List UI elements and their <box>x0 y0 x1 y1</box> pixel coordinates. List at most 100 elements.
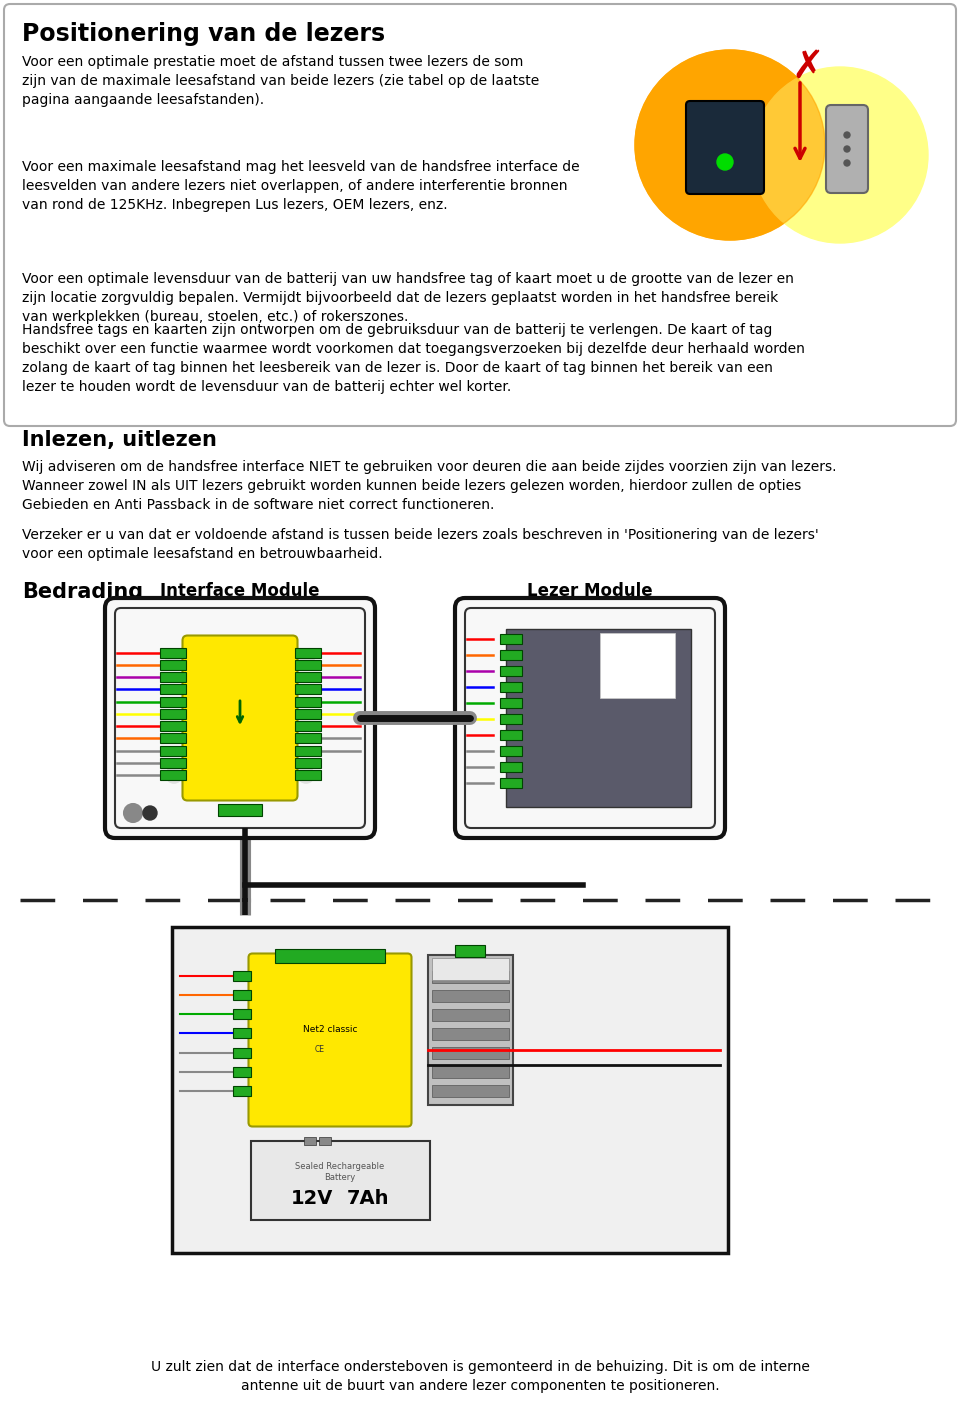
Circle shape <box>844 146 850 152</box>
FancyBboxPatch shape <box>499 666 521 675</box>
Circle shape <box>752 67 928 243</box>
Circle shape <box>648 768 664 783</box>
Circle shape <box>717 155 733 170</box>
Text: Handsfree tags en kaarten zijn ontworpen om de gebruiksduur van de batterij te v: Handsfree tags en kaarten zijn ontworpen… <box>22 324 804 394</box>
FancyBboxPatch shape <box>115 607 365 829</box>
Text: ✗: ✗ <box>792 48 825 87</box>
FancyBboxPatch shape <box>686 101 764 194</box>
Bar <box>431 971 509 983</box>
FancyBboxPatch shape <box>295 734 321 744</box>
Bar <box>319 1137 331 1145</box>
FancyBboxPatch shape <box>455 945 485 956</box>
Bar <box>431 958 509 981</box>
FancyBboxPatch shape <box>295 660 321 670</box>
FancyBboxPatch shape <box>159 745 185 756</box>
Text: Voor een optimale levensduur van de batterij van uw handsfree tag of kaart moet : Voor een optimale levensduur van de batt… <box>22 272 794 324</box>
FancyBboxPatch shape <box>499 714 521 724</box>
FancyBboxPatch shape <box>232 1047 251 1057</box>
FancyBboxPatch shape <box>499 698 521 708</box>
Bar <box>427 955 513 1105</box>
FancyBboxPatch shape <box>159 697 185 707</box>
Bar <box>431 1009 509 1022</box>
FancyBboxPatch shape <box>159 710 185 719</box>
Bar <box>506 629 690 807</box>
FancyBboxPatch shape <box>826 105 868 193</box>
Text: Inlezen, uitlezen: Inlezen, uitlezen <box>22 430 217 450</box>
Bar <box>431 990 509 1002</box>
FancyBboxPatch shape <box>499 746 521 756</box>
FancyBboxPatch shape <box>105 597 375 839</box>
FancyBboxPatch shape <box>182 636 298 800</box>
FancyBboxPatch shape <box>232 971 251 981</box>
Text: Wij adviseren om de handsfree interface NIET te gebruiken voor deuren die aan be: Wij adviseren om de handsfree interface … <box>22 460 836 512</box>
FancyBboxPatch shape <box>275 948 385 962</box>
Bar <box>431 1066 509 1078</box>
FancyBboxPatch shape <box>295 758 321 768</box>
FancyBboxPatch shape <box>499 778 521 788</box>
Bar <box>431 1047 509 1059</box>
FancyBboxPatch shape <box>499 650 521 660</box>
FancyBboxPatch shape <box>499 729 521 739</box>
Circle shape <box>844 160 850 166</box>
FancyBboxPatch shape <box>251 1141 429 1219</box>
FancyBboxPatch shape <box>295 771 321 780</box>
Text: 12V: 12V <box>291 1189 333 1208</box>
Text: Bedrading: Bedrading <box>22 582 143 602</box>
FancyBboxPatch shape <box>232 1086 251 1097</box>
Circle shape <box>298 768 314 783</box>
FancyBboxPatch shape <box>232 1067 251 1077</box>
Text: Voor een optimale prestatie moet de afstand tussen twee lezers de som
zijn van d: Voor een optimale prestatie moet de afst… <box>22 55 540 106</box>
FancyBboxPatch shape <box>218 803 262 816</box>
Text: Lezer Module: Lezer Module <box>527 582 653 600</box>
FancyBboxPatch shape <box>159 721 185 731</box>
Text: Interface Module: Interface Module <box>160 582 320 600</box>
Text: 7Ah: 7Ah <box>347 1189 389 1208</box>
Circle shape <box>166 653 182 668</box>
FancyBboxPatch shape <box>232 990 251 1000</box>
Circle shape <box>298 653 314 668</box>
FancyBboxPatch shape <box>295 697 321 707</box>
FancyBboxPatch shape <box>465 607 715 829</box>
FancyBboxPatch shape <box>159 734 185 744</box>
Bar <box>431 1027 509 1040</box>
FancyBboxPatch shape <box>455 597 725 839</box>
FancyBboxPatch shape <box>295 710 321 719</box>
Circle shape <box>516 653 532 668</box>
Text: Net2 classic: Net2 classic <box>302 1026 357 1034</box>
FancyBboxPatch shape <box>4 4 956 426</box>
FancyBboxPatch shape <box>232 1029 251 1039</box>
FancyBboxPatch shape <box>249 954 412 1127</box>
FancyBboxPatch shape <box>159 771 185 780</box>
Circle shape <box>635 50 825 240</box>
FancyBboxPatch shape <box>159 758 185 768</box>
FancyBboxPatch shape <box>499 634 521 644</box>
FancyBboxPatch shape <box>172 927 728 1253</box>
FancyBboxPatch shape <box>499 762 521 772</box>
Text: Sealed Rechargeable
Battery: Sealed Rechargeable Battery <box>296 1162 385 1182</box>
FancyBboxPatch shape <box>159 673 185 683</box>
Text: Positionering van de lezers: Positionering van de lezers <box>22 23 385 45</box>
Circle shape <box>516 768 532 783</box>
FancyBboxPatch shape <box>159 647 185 657</box>
Circle shape <box>648 653 664 668</box>
Circle shape <box>166 768 182 783</box>
Circle shape <box>635 50 825 240</box>
Bar <box>600 633 675 698</box>
FancyBboxPatch shape <box>295 684 321 694</box>
FancyBboxPatch shape <box>159 660 185 670</box>
Circle shape <box>143 806 157 820</box>
Circle shape <box>124 805 142 822</box>
Text: Voor een maximale leesafstand mag het leesveld van de handsfree interface de
lee: Voor een maximale leesafstand mag het le… <box>22 160 580 211</box>
FancyBboxPatch shape <box>295 673 321 683</box>
FancyBboxPatch shape <box>159 684 185 694</box>
FancyBboxPatch shape <box>499 683 521 692</box>
FancyBboxPatch shape <box>295 647 321 657</box>
Text: CE: CE <box>315 1046 325 1054</box>
Bar <box>431 1086 509 1097</box>
FancyBboxPatch shape <box>295 745 321 756</box>
FancyBboxPatch shape <box>295 721 321 731</box>
Circle shape <box>844 132 850 138</box>
Bar <box>304 1137 316 1145</box>
FancyBboxPatch shape <box>232 1009 251 1019</box>
Text: Verzeker er u van dat er voldoende afstand is tussen beide lezers zoals beschrev: Verzeker er u van dat er voldoende afsta… <box>22 528 819 561</box>
